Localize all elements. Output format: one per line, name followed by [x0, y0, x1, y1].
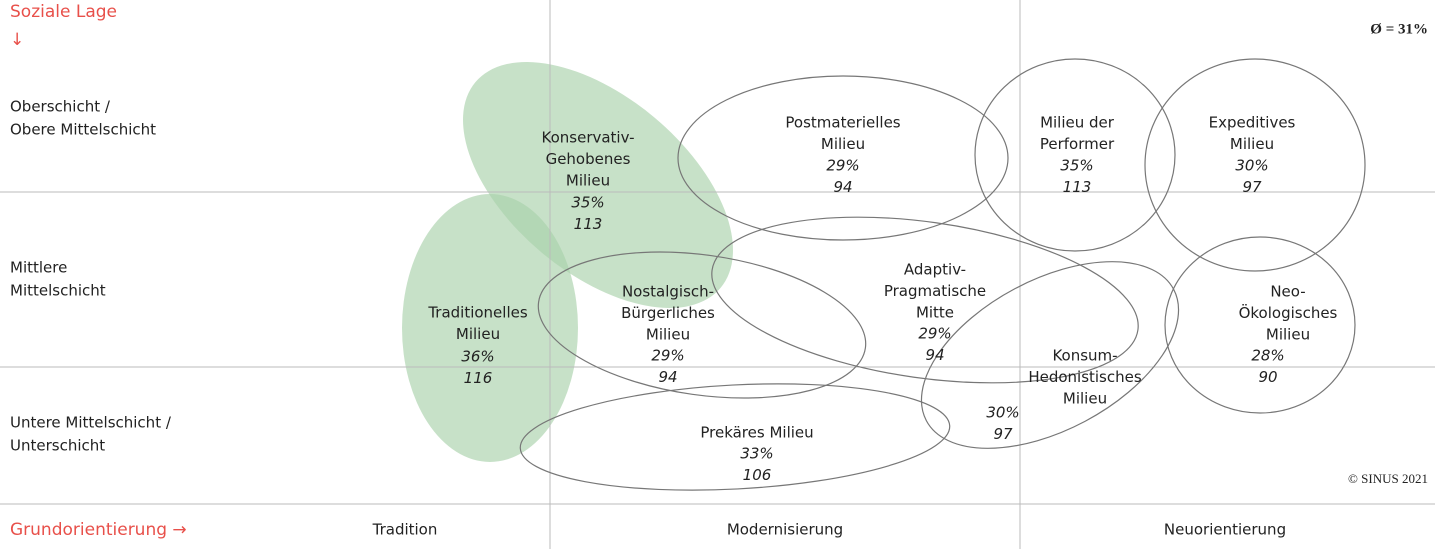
milieu-name: Milieu	[1063, 390, 1107, 408]
row-label: Mittelschicht	[10, 282, 106, 300]
average: Ø = 31%	[1370, 21, 1428, 37]
milieu-outline	[1144, 58, 1366, 272]
milieu-name: Milieu	[1266, 326, 1310, 344]
milieu-index: 94	[658, 368, 677, 386]
milieu-index: 113	[1063, 178, 1092, 196]
milieu-name: Expeditives	[1209, 114, 1296, 132]
milieu-name: Postmaterielles	[785, 114, 900, 132]
milieu-name: Gehobenes	[546, 150, 631, 168]
milieu-outline	[1164, 236, 1356, 414]
milieu-percent: 29%	[651, 347, 684, 365]
milieu-name: Milieu	[566, 172, 610, 190]
traditional-area	[402, 194, 578, 462]
milieu-name: Ökologisches	[1239, 303, 1338, 322]
milieu-outline	[677, 75, 1009, 241]
milieu-name: Pragmatische	[884, 282, 986, 300]
milieu-index: 94	[925, 346, 944, 364]
milieu-name: Konservativ-	[542, 129, 635, 147]
milieu-percent: 30%	[986, 404, 1019, 422]
milieu-name: Konsum-	[1052, 347, 1117, 365]
milieu-name: Milieu	[646, 326, 690, 344]
row-label: Oberschicht /	[10, 98, 111, 116]
milieu-name: Traditionelles	[427, 304, 528, 322]
milieu-name: Mitte	[916, 304, 954, 322]
row-label: Unterschicht	[10, 437, 105, 455]
column-label: Neuorientierung	[1164, 521, 1286, 539]
x-axis-title: Grundorientierung →	[10, 520, 187, 540]
milieu-index: 94	[833, 178, 852, 196]
milieu-name: Neo-	[1270, 283, 1305, 301]
milieu-index: 90	[1258, 368, 1277, 386]
milieu-index: 97	[993, 425, 1013, 443]
milieu-name: Bürgerliches	[621, 304, 715, 322]
milieu-percent: 30%	[1235, 157, 1268, 175]
milieu-name: Nostalgisch-	[622, 283, 714, 301]
milieu-index: 116	[464, 369, 493, 387]
milieu-percent: 36%	[461, 348, 494, 366]
milieu-index: 97	[1242, 178, 1262, 196]
y-axis-title: Soziale Lage	[10, 2, 117, 22]
milieu-percent: 28%	[1251, 347, 1284, 365]
milieu-name: Milieu	[456, 325, 500, 343]
milieu-index: 113	[574, 215, 603, 233]
milieu-percent: 29%	[918, 325, 951, 343]
milieu-name: Milieu	[1230, 135, 1274, 153]
milieu-percent: 35%	[571, 194, 604, 212]
milieu-outline	[711, 216, 1139, 384]
milieu-outline	[974, 58, 1176, 252]
milieu-name: Hedonistisches	[1028, 368, 1142, 386]
milieu-name: Performer	[1040, 135, 1115, 153]
row-label: Untere Mittelschicht /	[10, 414, 172, 432]
column-label: Modernisierung	[727, 521, 843, 539]
milieu-name: Milieu der	[1040, 114, 1115, 132]
milieu-outline	[519, 383, 951, 491]
column-label: Tradition	[372, 521, 438, 539]
milieu-outline	[920, 261, 1180, 449]
milieu-percent: 29%	[826, 157, 859, 175]
conservative-area	[463, 62, 733, 308]
copyright: © SINUS 2021	[1348, 471, 1428, 486]
y-arrow: ↓	[10, 30, 24, 50]
milieu-name: Adaptiv-	[904, 261, 966, 279]
milieu-name: Prekäres Milieu	[700, 424, 813, 442]
milieu-name: Milieu	[821, 135, 865, 153]
milieu-outline	[537, 251, 867, 399]
row-label: Obere Mittelschicht	[10, 121, 156, 139]
milieu-percent: 35%	[1060, 157, 1093, 175]
milieu-percent: 33%	[740, 445, 773, 463]
row-label: Mittlere	[10, 259, 67, 277]
milieu-index: 106	[743, 466, 772, 484]
